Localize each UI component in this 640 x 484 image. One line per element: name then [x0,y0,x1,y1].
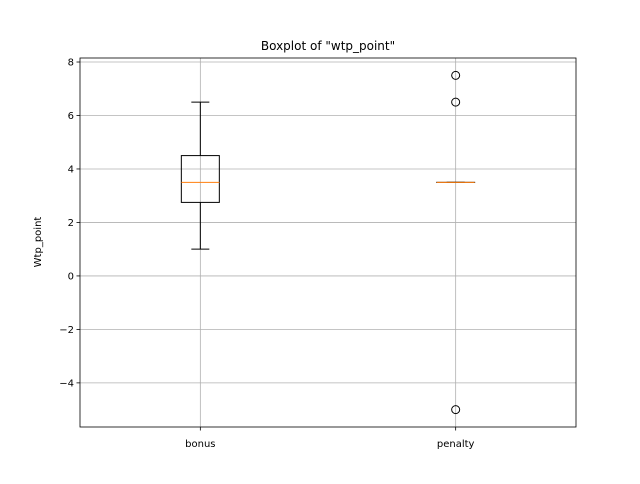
y-tick-label: 0 [68,271,74,282]
y-axis-label: Wtp_point [33,217,44,268]
y-tick-label: −2 [59,325,74,336]
y-tick-label: 4 [68,164,74,175]
x-tick-label-penalty: penalty [437,439,475,450]
y-tick-label: −4 [59,378,74,389]
x-tick-label-bonus: bonus [185,439,215,450]
y-tick-label: 2 [68,218,74,229]
chart-title: Boxplot of "wtp_point" [261,39,395,53]
y-tick-label: 6 [68,111,74,122]
y-tick-label: 8 [68,58,74,69]
